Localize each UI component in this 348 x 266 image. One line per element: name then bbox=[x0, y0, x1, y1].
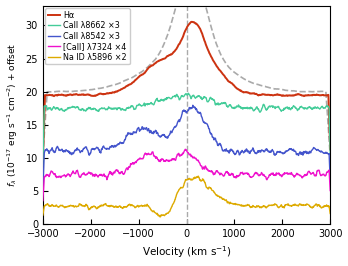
X-axis label: Velocity (km s$^{-1}$): Velocity (km s$^{-1}$) bbox=[142, 245, 231, 260]
[CaII] λ7324 ×4 bbox=[183, 148, 187, 151]
Legend: Hα, CaII λ8662 ×3, CaII λ8542 ×3, [CaII] λ7324 ×4, Na ID λ5896 ×2: Hα, CaII λ8662 ×3, CaII λ8542 ×3, [CaII]… bbox=[45, 8, 130, 64]
[CaII] λ7324 ×4 bbox=[288, 173, 293, 176]
Hα bbox=[41, 158, 45, 161]
CaII λ8662 ×3 bbox=[224, 103, 228, 107]
Line: Hα: Hα bbox=[43, 22, 330, 160]
[CaII] λ7324 ×4 bbox=[208, 169, 212, 173]
CaII λ8662 ×3 bbox=[215, 102, 220, 105]
CaII λ8662 ×3 bbox=[41, 164, 45, 167]
CaII λ8542 ×3 bbox=[208, 131, 212, 134]
Na ID λ5896 ×2 bbox=[158, 215, 162, 219]
Na ID λ5896 ×2 bbox=[259, 206, 263, 209]
Na ID λ5896 ×2 bbox=[289, 204, 293, 207]
CaII λ8542 ×3 bbox=[58, 149, 63, 152]
Hα bbox=[259, 93, 263, 97]
CaII λ8542 ×3 bbox=[191, 104, 195, 107]
Na ID λ5896 ×2 bbox=[196, 174, 200, 178]
[CaII] λ7324 ×4 bbox=[259, 172, 263, 175]
Na ID λ5896 ×2 bbox=[58, 204, 63, 207]
Line: Na ID λ5896 ×2: Na ID λ5896 ×2 bbox=[43, 176, 330, 217]
CaII λ8542 ×3 bbox=[259, 149, 263, 153]
Na ID λ5896 ×2 bbox=[208, 186, 213, 189]
Na ID λ5896 ×2 bbox=[41, 213, 45, 217]
Line: CaII λ8542 ×3: CaII λ8542 ×3 bbox=[43, 105, 330, 189]
CaII λ8542 ×3 bbox=[41, 188, 45, 191]
Na ID λ5896 ×2 bbox=[216, 195, 220, 198]
Na ID λ5896 ×2 bbox=[328, 212, 332, 215]
Na ID λ5896 ×2 bbox=[224, 199, 229, 202]
CaII λ8542 ×3 bbox=[215, 144, 220, 147]
[CaII] λ7324 ×4 bbox=[215, 170, 220, 173]
CaII λ8662 ×3 bbox=[186, 92, 190, 95]
CaII λ8662 ×3 bbox=[208, 96, 212, 99]
Hα bbox=[208, 53, 212, 56]
Line: [CaII] λ7324 ×4: [CaII] λ7324 ×4 bbox=[43, 149, 330, 201]
Line: CaII λ8662 ×3: CaII λ8662 ×3 bbox=[43, 93, 330, 166]
CaII λ8662 ×3 bbox=[259, 109, 263, 113]
[CaII] λ7324 ×4 bbox=[224, 170, 228, 173]
CaII λ8542 ×3 bbox=[288, 147, 293, 151]
Hα bbox=[328, 147, 332, 151]
Hα bbox=[58, 93, 63, 97]
Hα bbox=[288, 94, 293, 97]
CaII λ8662 ×3 bbox=[288, 108, 293, 111]
Y-axis label: $f_{\lambda}$ (10$^{-17}$ erg s$^{-1}$ cm$^{-2}$) + offset: $f_{\lambda}$ (10$^{-17}$ erg s$^{-1}$ c… bbox=[6, 43, 20, 187]
[CaII] λ7324 ×4 bbox=[58, 175, 63, 178]
[CaII] λ7324 ×4 bbox=[328, 189, 332, 192]
CaII λ8662 ×3 bbox=[58, 108, 63, 111]
[CaII] λ7324 ×4 bbox=[41, 199, 45, 202]
Hα bbox=[224, 77, 228, 80]
CaII λ8542 ×3 bbox=[224, 147, 228, 150]
CaII λ8542 ×3 bbox=[328, 179, 332, 182]
Hα bbox=[189, 20, 193, 23]
CaII λ8662 ×3 bbox=[328, 151, 332, 154]
Hα bbox=[215, 66, 220, 69]
